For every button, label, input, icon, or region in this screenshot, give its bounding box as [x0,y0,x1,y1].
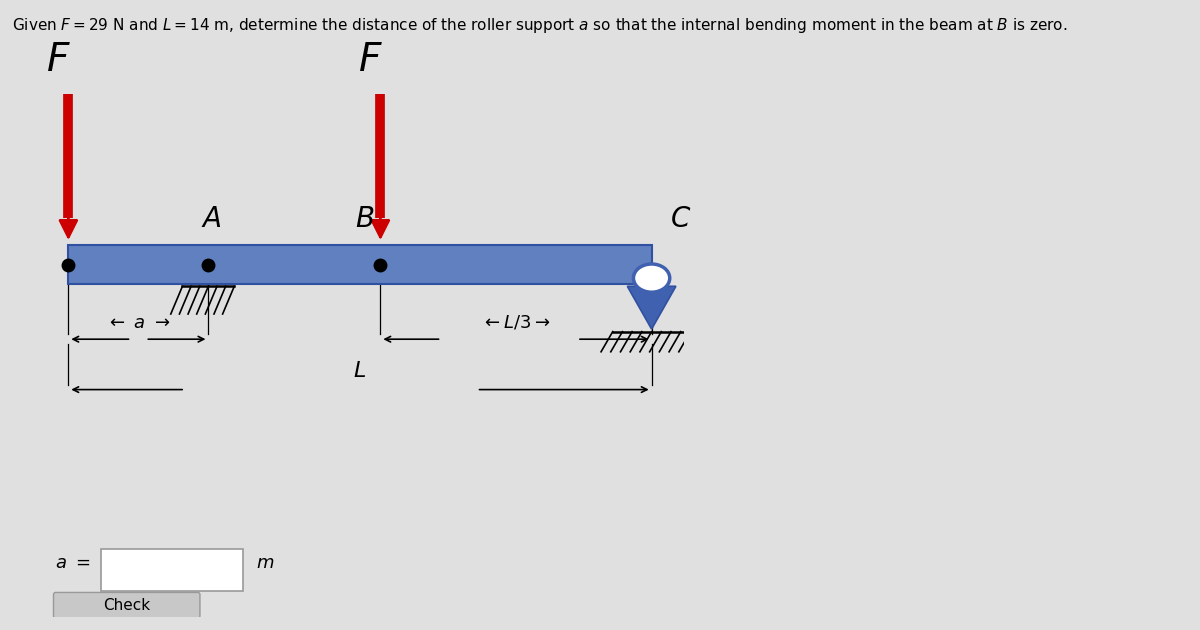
Text: $\mathit{A}$: $\mathit{A}$ [202,205,222,233]
Text: Check: Check [103,598,150,613]
Text: $\mathit{C}$: $\mathit{C}$ [670,205,691,233]
Text: $\leftarrow\ a\ \rightarrow$: $\leftarrow\ a\ \rightarrow$ [106,314,170,331]
Polygon shape [628,286,676,329]
Text: $\mathbf{\mathit{F}}$: $\mathbf{\mathit{F}}$ [46,41,71,79]
Text: $\mathbf{\mathit{F}}$: $\mathbf{\mathit{F}}$ [358,41,383,79]
Text: $L$: $L$ [354,360,366,381]
FancyBboxPatch shape [101,549,244,591]
Text: $\leftarrow L/3\rightarrow$: $\leftarrow L/3\rightarrow$ [481,314,551,331]
Text: $m$: $m$ [257,554,275,572]
Text: $\mathit{B}$: $\mathit{B}$ [354,205,374,233]
FancyBboxPatch shape [54,592,200,618]
Text: Given $F = 29$ N and $L = 14$ m, determine the distance of the roller support $a: Given $F = 29$ N and $L = 14$ m, determi… [12,16,1068,35]
Bar [68,246,652,284]
Text: $a\ =$: $a\ =$ [55,554,91,572]
Circle shape [634,264,670,292]
